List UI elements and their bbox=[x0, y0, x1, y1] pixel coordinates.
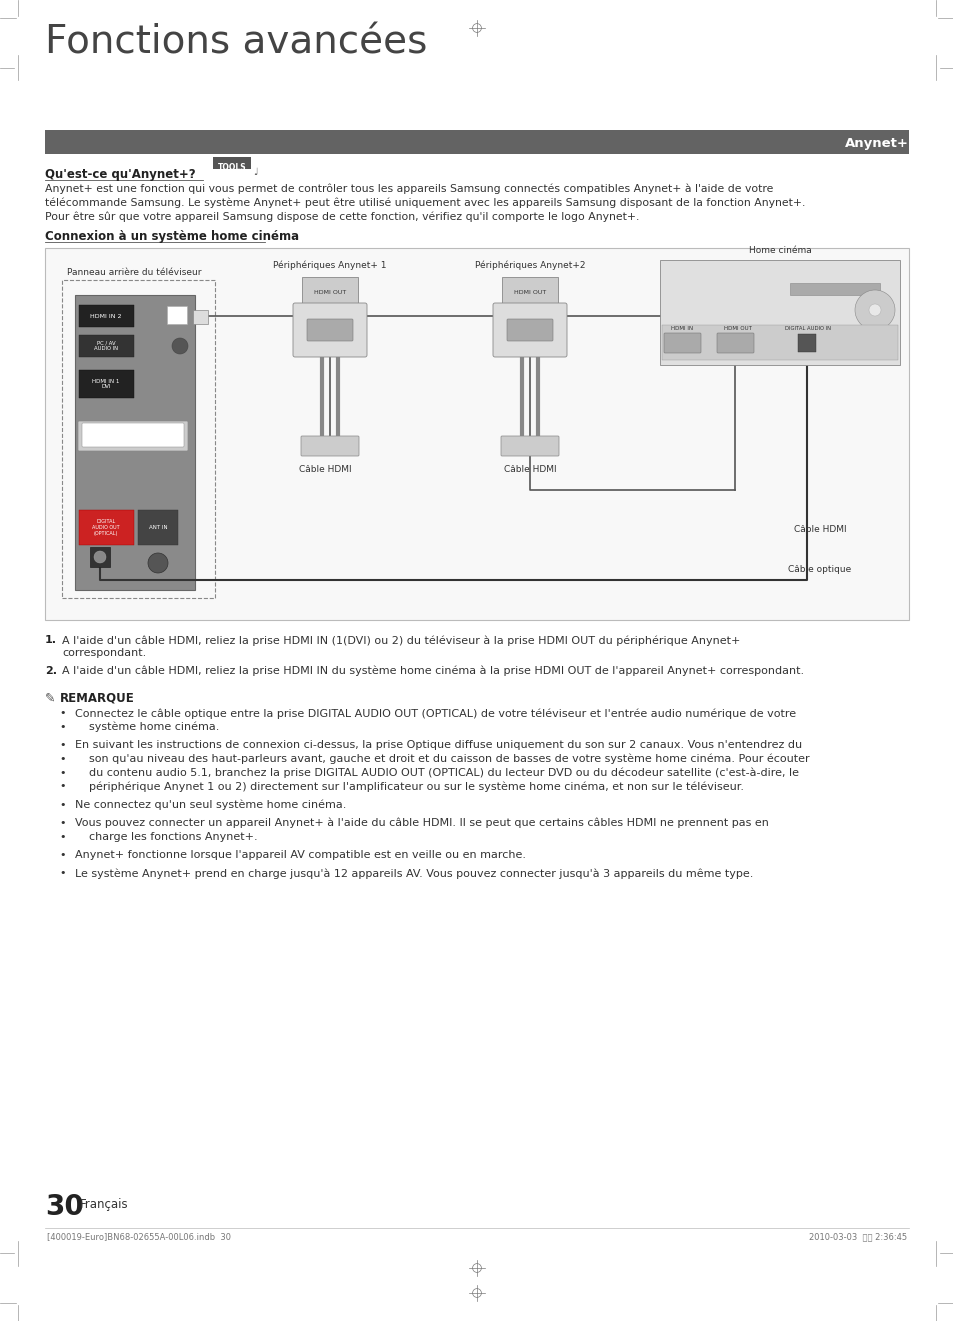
Text: •: • bbox=[60, 868, 66, 878]
Bar bbox=[79, 510, 133, 546]
Text: Câble HDMI: Câble HDMI bbox=[503, 465, 556, 474]
Text: son qu'au niveau des haut-parleurs avant, gauche et droit et du caisson de basse: son qu'au niveau des haut-parleurs avant… bbox=[75, 754, 809, 765]
Bar bbox=[79, 336, 133, 357]
Circle shape bbox=[148, 553, 168, 573]
Text: •: • bbox=[60, 781, 66, 791]
Text: HDMI IN 2: HDMI IN 2 bbox=[91, 313, 122, 318]
Text: Câble HDMI: Câble HDMI bbox=[298, 465, 351, 474]
FancyBboxPatch shape bbox=[493, 303, 566, 357]
Bar bbox=[79, 370, 133, 398]
Text: •: • bbox=[60, 768, 66, 778]
Text: Anynet+ est une fonction qui vous permet de contrôler tous les appareils Samsung: Anynet+ est une fonction qui vous permet… bbox=[45, 184, 773, 193]
Text: Qu'est-ce qu'Anynet+?: Qu'est-ce qu'Anynet+? bbox=[45, 168, 195, 181]
Text: TOOLS: TOOLS bbox=[217, 162, 246, 172]
FancyBboxPatch shape bbox=[506, 318, 553, 341]
Bar bbox=[45, 129, 908, 155]
Text: HDMI OUT: HDMI OUT bbox=[723, 326, 751, 332]
Text: •: • bbox=[60, 831, 66, 841]
Text: DIGITAL
AUDIO OUT
(OPTICAL): DIGITAL AUDIO OUT (OPTICAL) bbox=[92, 519, 120, 536]
Bar bbox=[90, 547, 110, 567]
Circle shape bbox=[868, 304, 880, 316]
Bar bbox=[75, 295, 194, 590]
Text: Français: Français bbox=[80, 1198, 129, 1211]
Text: •: • bbox=[60, 799, 66, 810]
Text: REMARQUE: REMARQUE bbox=[60, 691, 134, 704]
Text: Vous pouvez connecter un appareil Anynet+ à l'aide du câble HDMI. Il se peut que: Vous pouvez connecter un appareil Anynet… bbox=[75, 818, 768, 828]
Text: périphérique Anynet 1 ou 2) directement sur l'amplificateur ou sur le système ho: périphérique Anynet 1 ou 2) directement … bbox=[75, 781, 743, 791]
Text: Connexion à un système home cinéma: Connexion à un système home cinéma bbox=[45, 230, 299, 243]
Text: En suivant les instructions de connexion ci-dessus, la prise Optique diffuse uni: En suivant les instructions de connexion… bbox=[75, 741, 801, 750]
Bar bbox=[79, 305, 133, 328]
FancyBboxPatch shape bbox=[82, 423, 184, 446]
Text: A l'aide d'un câble HDMI, reliez la prise HDMI IN du système home cinéma à la pr: A l'aide d'un câble HDMI, reliez la pris… bbox=[62, 666, 803, 676]
Bar bbox=[789, 283, 879, 295]
Text: •: • bbox=[60, 723, 66, 732]
Text: •: • bbox=[60, 741, 66, 750]
FancyBboxPatch shape bbox=[500, 436, 558, 456]
Text: 30: 30 bbox=[45, 1193, 84, 1221]
Bar bbox=[45, 248, 908, 620]
Text: •: • bbox=[60, 708, 66, 719]
Text: 1.: 1. bbox=[45, 635, 57, 645]
Text: 2.: 2. bbox=[45, 666, 57, 676]
Bar bbox=[661, 325, 897, 361]
Circle shape bbox=[854, 291, 894, 330]
Text: Périphériques Anynet+2: Périphériques Anynet+2 bbox=[475, 260, 584, 269]
Text: Le système Anynet+ prend en charge jusqu'à 12 appareils AV. Vous pouvez connecte: Le système Anynet+ prend en charge jusqu… bbox=[75, 868, 753, 878]
Circle shape bbox=[172, 338, 188, 354]
Bar bbox=[167, 306, 187, 324]
Circle shape bbox=[94, 551, 106, 563]
Text: Câble HDMI: Câble HDMI bbox=[793, 524, 845, 534]
Text: •: • bbox=[60, 754, 66, 764]
Text: HDMI IN: HDMI IN bbox=[670, 326, 692, 332]
Text: HDMI OUT: HDMI OUT bbox=[514, 291, 545, 295]
Text: télécommande Samsung. Le système Anynet+ peut être utilisé uniquement avec les a: télécommande Samsung. Le système Anynet+… bbox=[45, 197, 804, 207]
Text: ✎: ✎ bbox=[45, 691, 55, 704]
Text: Anynet+ fonctionne lorsque l'appareil AV compatible est en veille ou en marche.: Anynet+ fonctionne lorsque l'appareil AV… bbox=[75, 849, 525, 860]
FancyBboxPatch shape bbox=[717, 333, 753, 353]
Bar bbox=[659, 260, 899, 365]
FancyBboxPatch shape bbox=[307, 318, 353, 341]
Text: Ne connectez qu'un seul système home cinéma.: Ne connectez qu'un seul système home cin… bbox=[75, 799, 346, 810]
Text: correspondant.: correspondant. bbox=[62, 649, 146, 658]
Text: ♩: ♩ bbox=[253, 166, 257, 177]
Text: Pour être sûr que votre appareil Samsung dispose de cette fonction, vérifiez qu': Pour être sûr que votre appareil Samsung… bbox=[45, 211, 639, 222]
Text: PC / AV
AUDIO IN: PC / AV AUDIO IN bbox=[94, 341, 118, 351]
Text: [400019-Euro]BN68-02655A-00L06.indb  30: [400019-Euro]BN68-02655A-00L06.indb 30 bbox=[47, 1232, 231, 1240]
Bar bbox=[302, 277, 357, 303]
Bar bbox=[138, 510, 178, 546]
Text: Connectez le câble optique entre la prise DIGITAL AUDIO OUT (OPTICAL) de votre t: Connectez le câble optique entre la pris… bbox=[75, 708, 796, 719]
Text: •: • bbox=[60, 849, 66, 860]
FancyBboxPatch shape bbox=[78, 421, 188, 450]
Bar bbox=[62, 280, 214, 598]
Text: Panneau arrière du téléviseur: Panneau arrière du téléviseur bbox=[67, 268, 201, 277]
Text: du contenu audio 5.1, branchez la prise DIGITAL AUDIO OUT (OPTICAL) du lecteur D: du contenu audio 5.1, branchez la prise … bbox=[75, 768, 799, 778]
Text: système home cinéma.: système home cinéma. bbox=[75, 723, 219, 733]
Bar bbox=[193, 310, 208, 324]
Bar bbox=[797, 334, 815, 351]
Text: HDMI IN 1
DVI: HDMI IN 1 DVI bbox=[92, 379, 119, 390]
Text: Home cinéma: Home cinéma bbox=[748, 246, 810, 255]
Text: •: • bbox=[60, 818, 66, 828]
Text: Fonctions avancées: Fonctions avancées bbox=[45, 24, 427, 62]
Text: charge les fonctions Anynet+.: charge les fonctions Anynet+. bbox=[75, 831, 257, 841]
Text: HDMI OUT: HDMI OUT bbox=[314, 291, 346, 295]
Text: 2010-03-03  오전 2:36:45: 2010-03-03 오전 2:36:45 bbox=[808, 1232, 906, 1240]
FancyBboxPatch shape bbox=[663, 333, 700, 353]
Text: Périphériques Anynet+ 1: Périphériques Anynet+ 1 bbox=[273, 260, 386, 269]
Text: Anynet+: Anynet+ bbox=[844, 136, 908, 149]
Text: ANT IN: ANT IN bbox=[149, 524, 167, 530]
Bar bbox=[213, 157, 251, 169]
Text: Câble optique: Câble optique bbox=[787, 565, 851, 575]
Text: A l'aide d'un câble HDMI, reliez la prise HDMI IN (1(DVI) ou 2) du téléviseur à : A l'aide d'un câble HDMI, reliez la pris… bbox=[62, 635, 740, 646]
Bar bbox=[501, 277, 558, 303]
FancyBboxPatch shape bbox=[301, 436, 358, 456]
Text: DIGITAL AUDIO IN: DIGITAL AUDIO IN bbox=[784, 326, 830, 332]
FancyBboxPatch shape bbox=[293, 303, 367, 357]
